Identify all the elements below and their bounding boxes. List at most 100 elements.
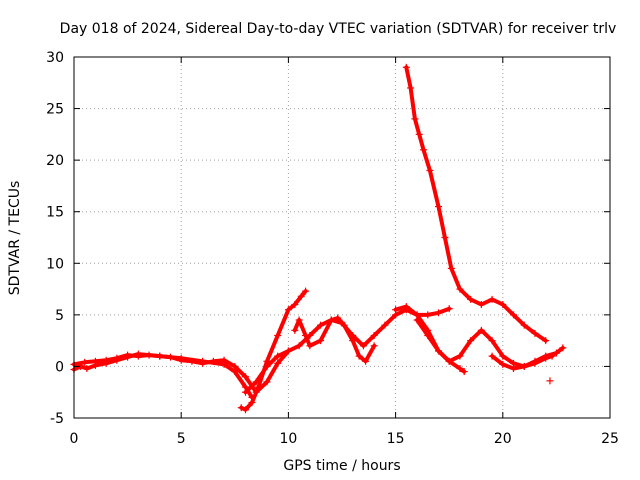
data-point bbox=[559, 344, 567, 352]
y-tick-label: 25 bbox=[46, 102, 64, 118]
data-point bbox=[445, 357, 453, 365]
data-point bbox=[317, 337, 325, 345]
data-point bbox=[295, 342, 303, 350]
y-tick-label: 20 bbox=[46, 153, 64, 169]
data-point bbox=[477, 301, 485, 309]
data-point bbox=[177, 354, 185, 362]
data-point bbox=[156, 352, 164, 360]
data-point bbox=[441, 234, 449, 241]
series-trace bbox=[415, 318, 467, 374]
data-point bbox=[263, 378, 271, 386]
data-point bbox=[254, 383, 262, 391]
x-axis-label: GPS time / hours bbox=[283, 458, 400, 474]
data-point bbox=[456, 285, 464, 293]
data-point bbox=[248, 399, 256, 407]
grid-layer bbox=[74, 57, 610, 418]
data-point bbox=[445, 305, 453, 313]
series-trace bbox=[239, 289, 308, 412]
data-point bbox=[317, 321, 325, 329]
data-point bbox=[102, 359, 110, 367]
data-point bbox=[424, 311, 432, 319]
data-point bbox=[274, 359, 282, 367]
data-point bbox=[499, 352, 507, 360]
series-layer bbox=[70, 63, 567, 414]
data-point bbox=[284, 306, 292, 314]
data-point bbox=[134, 350, 142, 358]
data-point bbox=[91, 361, 99, 369]
data-point bbox=[510, 311, 518, 319]
series-sat-h bbox=[413, 316, 468, 376]
y-tick-label: -5 bbox=[50, 411, 64, 427]
data-point bbox=[83, 364, 91, 372]
data-point bbox=[424, 331, 432, 339]
data-point bbox=[284, 347, 292, 355]
data-point bbox=[531, 329, 539, 337]
data-point bbox=[199, 357, 207, 365]
series-sat-e bbox=[291, 314, 378, 365]
data-point bbox=[370, 331, 378, 339]
data-point bbox=[402, 63, 410, 71]
x-tick-label: 10 bbox=[279, 431, 297, 447]
data-point bbox=[510, 364, 518, 372]
data-point bbox=[520, 362, 528, 370]
data-point bbox=[237, 404, 245, 412]
data-point bbox=[488, 295, 496, 303]
data-point bbox=[419, 146, 427, 154]
data-point bbox=[467, 337, 475, 345]
data-point bbox=[124, 353, 132, 361]
tick-layer: 0 5 10 15 20 25 -5 0 5 10 15 20 25 30 bbox=[46, 50, 619, 447]
data-point bbox=[415, 130, 423, 138]
data-point bbox=[113, 356, 121, 364]
data-point bbox=[274, 352, 282, 360]
data-point bbox=[370, 342, 378, 350]
data-point bbox=[302, 331, 310, 339]
data-point bbox=[488, 352, 496, 360]
data-point bbox=[359, 342, 367, 350]
data-point bbox=[467, 295, 475, 303]
data-point bbox=[434, 347, 442, 355]
y-tick-label: 5 bbox=[55, 308, 64, 324]
data-point bbox=[242, 406, 250, 414]
data-point bbox=[407, 84, 415, 92]
data-point bbox=[302, 287, 310, 295]
data-point bbox=[291, 326, 299, 334]
data-point bbox=[306, 342, 314, 350]
data-point bbox=[456, 352, 464, 360]
data-point bbox=[542, 354, 550, 362]
data-point bbox=[456, 364, 464, 372]
x-tick-label: 20 bbox=[494, 431, 512, 447]
data-point bbox=[402, 303, 410, 311]
data-point bbox=[242, 373, 250, 381]
data-point bbox=[381, 321, 389, 329]
x-tick-label: 15 bbox=[387, 431, 405, 447]
data-point bbox=[334, 314, 342, 322]
data-point bbox=[499, 360, 507, 368]
data-point bbox=[447, 264, 455, 272]
data-point bbox=[434, 309, 442, 317]
y-axis-label: SDTVAR / TECUs bbox=[7, 181, 23, 296]
x-tick-label: 25 bbox=[601, 431, 619, 447]
data-point bbox=[231, 368, 239, 376]
x-tick-label: 0 bbox=[70, 431, 79, 447]
data-point bbox=[297, 292, 305, 300]
series-sat-f bbox=[402, 63, 550, 345]
data-point bbox=[460, 368, 468, 376]
data-point bbox=[477, 326, 485, 334]
data-point bbox=[548, 352, 556, 360]
series-trace bbox=[404, 65, 548, 343]
data-point bbox=[252, 378, 260, 386]
data-point bbox=[81, 358, 89, 366]
series-sat-j bbox=[546, 377, 554, 385]
data-point bbox=[242, 388, 250, 396]
data-point bbox=[291, 301, 299, 309]
series-sat-c bbox=[237, 287, 310, 414]
data-point bbox=[499, 301, 507, 309]
series-trace bbox=[292, 316, 377, 364]
data-point bbox=[520, 321, 528, 329]
data-point bbox=[327, 316, 335, 324]
data-point bbox=[274, 331, 282, 339]
data-point bbox=[295, 316, 303, 324]
x-tick-label: 5 bbox=[177, 431, 186, 447]
data-point bbox=[411, 115, 419, 123]
